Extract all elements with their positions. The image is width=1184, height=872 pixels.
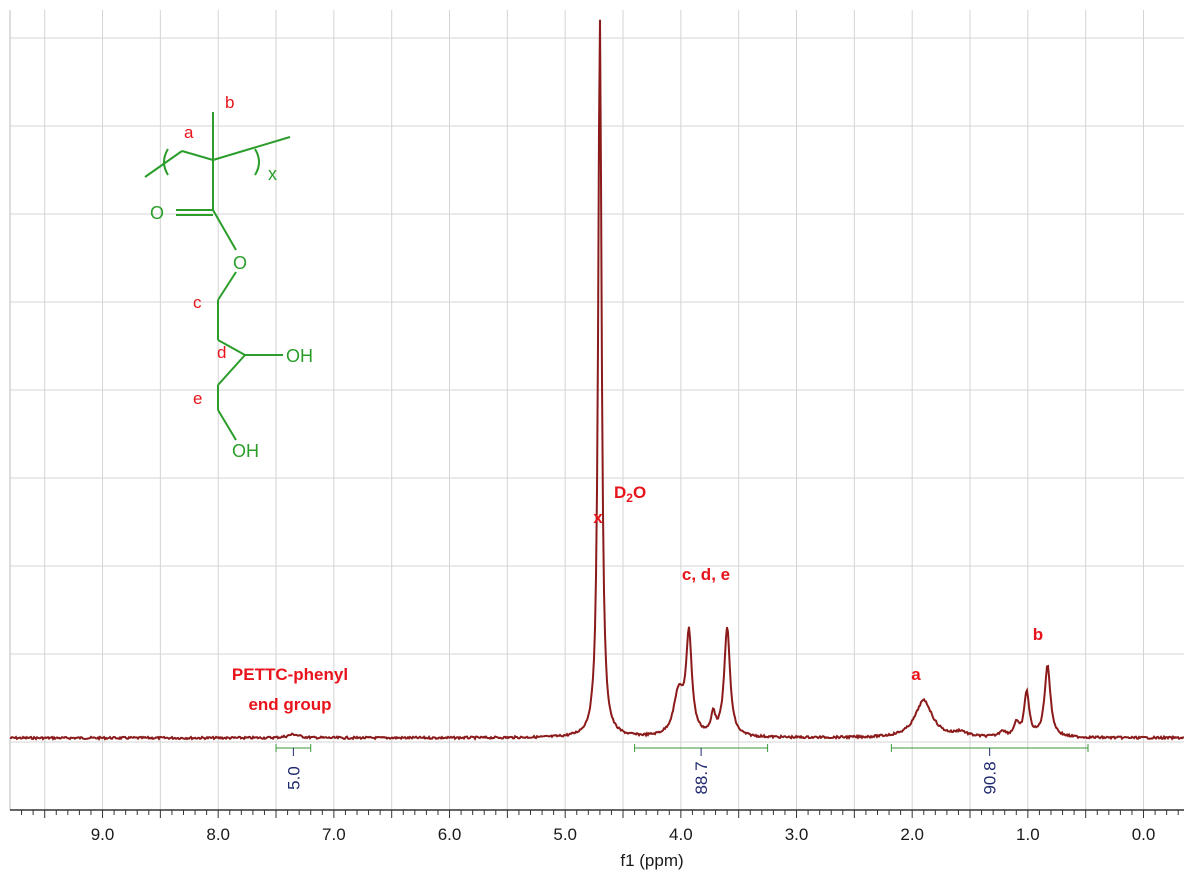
x-tick-label: 8.0 bbox=[206, 825, 230, 844]
x-tick-label: 5.0 bbox=[553, 825, 577, 844]
chemical-structure bbox=[144, 112, 291, 441]
bond-left-end bbox=[144, 150, 183, 178]
integrals: 5.0 88.7 90.8 bbox=[275, 744, 1089, 795]
annotation-d2o-suffix: O bbox=[633, 483, 646, 502]
x-tick-label: 1.0 bbox=[1016, 825, 1040, 844]
x-tick-label: 2.0 bbox=[900, 825, 924, 844]
bond-ch2 bbox=[181, 150, 214, 161]
bond-d-to-ch bbox=[217, 339, 246, 356]
struct-label-c: c bbox=[193, 293, 202, 312]
x-tick-label: 9.0 bbox=[91, 825, 115, 844]
x-tick-label: 6.0 bbox=[438, 825, 462, 844]
bond-right-end bbox=[212, 136, 291, 161]
bond-o-ch2 bbox=[217, 271, 237, 301]
atom-oh-1: OH bbox=[286, 346, 313, 366]
annotation-d2o-base: D bbox=[614, 483, 626, 502]
annotation-b: b bbox=[1033, 625, 1043, 644]
struct-label-b: b bbox=[225, 93, 234, 112]
annotation-d2o: D2O bbox=[614, 483, 646, 505]
integral-value: 88.7 bbox=[692, 761, 711, 794]
integral-value: 90.8 bbox=[981, 761, 1000, 794]
x-axis-title: f1 (ppm) bbox=[620, 851, 683, 870]
atom-o-carbonyl: O bbox=[150, 203, 164, 223]
x-tick-label: 3.0 bbox=[785, 825, 809, 844]
annotation-pettc-line1: PETTC-phenyl bbox=[232, 665, 348, 684]
struct-label-e: e bbox=[193, 389, 202, 408]
structure-text: a b c d e x O O OH OH bbox=[150, 93, 313, 461]
bracket-right bbox=[254, 148, 260, 176]
struct-label-a: a bbox=[184, 123, 194, 142]
annotation-d2o-sub: 2 bbox=[626, 491, 633, 505]
bracket-left bbox=[163, 148, 169, 176]
struct-label-x: x bbox=[268, 164, 277, 184]
x-axis: 9.0 8.0 7.0 6.0 5.0 4.0 3.0 2.0 1.0 0.0 bbox=[10, 809, 1184, 844]
x-tick-label: 4.0 bbox=[669, 825, 693, 844]
x-tick-label: 0.0 bbox=[1132, 825, 1156, 844]
annotation-pettc-line2: end group bbox=[248, 695, 331, 714]
annotation-a: a bbox=[911, 665, 921, 684]
x-tick-label: 7.0 bbox=[322, 825, 346, 844]
bond-to-oh2 bbox=[217, 409, 237, 441]
struct-label-d: d bbox=[217, 343, 226, 362]
spectrum-line bbox=[9, 19, 1184, 742]
annotation-cde: c, d, e bbox=[682, 565, 730, 584]
atom-oh-2: OH bbox=[232, 441, 259, 461]
integral-value: 5.0 bbox=[284, 766, 303, 790]
bond-to-ester-o bbox=[212, 209, 237, 251]
atom-o-ester: O bbox=[233, 253, 247, 273]
bond-ch-e bbox=[217, 354, 246, 386]
annotation-d2o-marker: x bbox=[593, 508, 603, 527]
